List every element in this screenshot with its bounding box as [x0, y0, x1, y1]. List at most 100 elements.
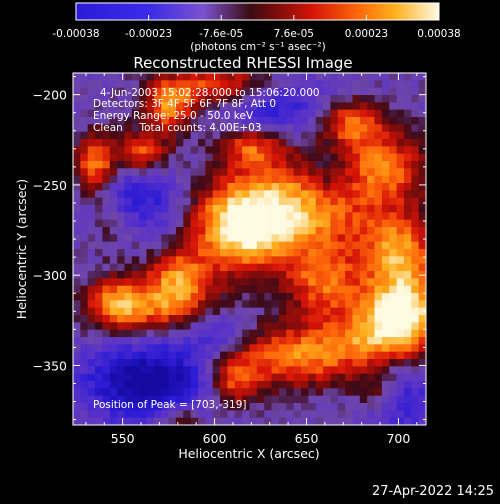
heatmap-cell — [278, 381, 287, 389]
heatmap-cell — [403, 344, 412, 353]
heatmap-cell — [315, 168, 324, 177]
heatmap-cell — [418, 300, 427, 309]
heatmap-cell — [109, 285, 118, 294]
heatmap-cell — [315, 285, 324, 294]
heatmap-cell — [73, 139, 81, 147]
heatmap-cell — [330, 293, 339, 301]
heatmap-cell — [264, 131, 272, 140]
heatmap-cell — [293, 168, 302, 177]
heatmap-cell — [117, 351, 125, 360]
heatmap-cell — [389, 205, 397, 213]
heatmap-cell — [124, 337, 133, 345]
heatmap-cell — [367, 263, 375, 272]
heatmap-cell — [300, 410, 309, 419]
heatmap-cell — [198, 285, 206, 294]
heatmap-cell — [198, 241, 206, 250]
heatmap-cell — [323, 227, 331, 235]
heatmap-cell — [300, 293, 309, 301]
heatmap-cell — [117, 117, 125, 125]
heatmap-cell — [352, 322, 361, 331]
heatmap-cell — [242, 73, 250, 81]
heatmap-cell — [389, 183, 397, 191]
heatmap-cell — [205, 315, 214, 323]
heatmap-cell — [411, 410, 420, 419]
heatmap-cell — [389, 80, 397, 89]
heatmap-cell — [102, 344, 111, 353]
heatmap-cell — [396, 329, 405, 338]
heatmap-cell — [264, 278, 272, 287]
heatmap-cell — [271, 205, 280, 213]
heatmap-cell — [337, 359, 346, 367]
heatmap-cell — [374, 227, 383, 235]
heatmap-cell — [205, 153, 214, 162]
heatmap-cell — [205, 417, 214, 426]
heatmap-cell — [131, 102, 140, 111]
heatmap-cell — [198, 271, 206, 279]
heatmap-cell — [102, 410, 111, 419]
heatmap-cell — [403, 124, 412, 133]
heatmap-cell — [80, 95, 89, 103]
heatmap-cell — [315, 381, 324, 389]
heatmap-cell — [139, 73, 147, 81]
heatmap-cell — [256, 381, 265, 389]
heatmap-cell — [153, 315, 162, 323]
heatmap-cell — [227, 234, 236, 243]
heatmap-cell — [212, 219, 221, 228]
heatmap-cell — [367, 403, 375, 411]
heatmap-cell — [249, 256, 258, 265]
heatmap-cell — [330, 131, 339, 140]
heatmap-cell — [242, 234, 250, 243]
heatmap-cell — [293, 153, 302, 162]
heatmap-cell — [183, 263, 192, 272]
heatmap-cell — [345, 197, 353, 206]
heatmap-cell — [109, 315, 118, 323]
heatmap-cell — [315, 131, 324, 140]
heatmap-cell — [337, 197, 346, 206]
plot-frame — [72, 72, 427, 426]
heatmap-cell — [381, 161, 390, 169]
heatmap-cell — [124, 263, 133, 272]
heatmap-cell — [396, 403, 405, 411]
heatmap-cell — [183, 395, 192, 404]
heatmap-cell — [212, 183, 221, 191]
heatmap-cell — [175, 271, 184, 279]
heatmap-cell — [109, 102, 118, 111]
heatmap-cell — [139, 271, 147, 279]
colorbar-tick-label: -0.00023 — [125, 28, 172, 40]
heatmap-cell — [109, 395, 118, 404]
heatmap-cell — [227, 161, 236, 169]
heatmap-cell — [286, 212, 295, 221]
heatmap-cell — [249, 205, 258, 213]
heatmap-cell — [242, 344, 250, 353]
heatmap-cell — [278, 139, 287, 147]
heatmap-cell — [345, 168, 353, 177]
heatmap-cell — [227, 278, 236, 287]
heatmap-cell — [205, 190, 214, 199]
heatmap-cell — [183, 285, 192, 294]
heatmap-cell — [175, 337, 184, 345]
heatmap-cell — [411, 109, 420, 118]
heatmap-cell — [95, 410, 103, 419]
heatmap-cell — [367, 373, 375, 382]
heatmap-cell — [73, 249, 81, 257]
heatmap-cell — [109, 146, 118, 155]
heatmap-cell — [168, 359, 177, 367]
heatmap-cell — [315, 307, 324, 316]
heatmap-cell — [80, 241, 89, 250]
heatmap-cell — [359, 190, 368, 199]
heatmap-cell — [227, 131, 236, 140]
heatmap-cell — [124, 139, 133, 147]
heatmap-cell — [205, 87, 214, 96]
heatmap-cell — [234, 337, 243, 345]
heatmap-cell — [271, 139, 280, 147]
heatmap-cell — [249, 241, 258, 250]
heatmap-cell — [153, 329, 162, 338]
heatmap-cell — [117, 153, 125, 162]
heatmap-cell — [411, 117, 420, 125]
heatmap-cell — [139, 124, 147, 133]
heatmap-cell — [190, 190, 199, 199]
heatmap-cell — [183, 307, 192, 316]
heatmap-cell — [234, 285, 243, 294]
heatmap-cell — [374, 300, 383, 309]
heatmap-cell — [139, 300, 147, 309]
